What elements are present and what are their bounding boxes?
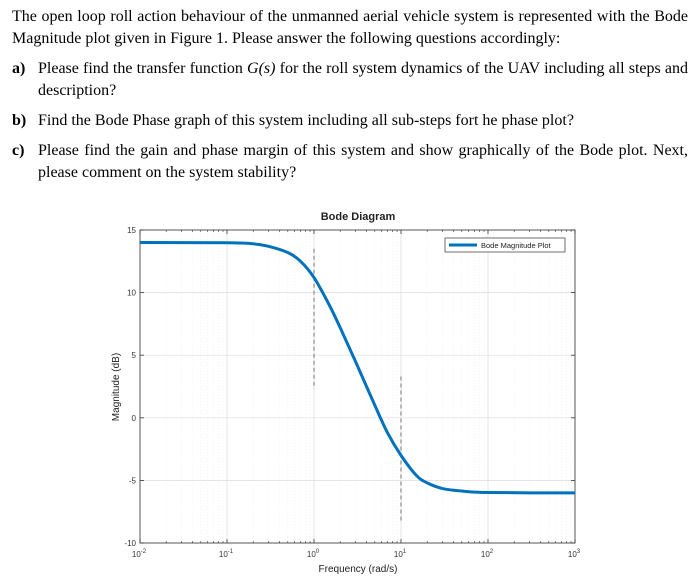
x-tick-label: 103: [568, 549, 581, 559]
x-tick-label: 10-1: [219, 549, 234, 559]
intro-paragraph: The open loop roll action behaviour of t…: [12, 8, 688, 47]
x-tick-label: 10-2: [132, 549, 147, 559]
question-b: b) Find the Bode Phase graph of this sys…: [12, 110, 688, 132]
x-tick-label: 102: [481, 549, 494, 559]
y-tick-label: 0: [132, 414, 137, 423]
question-label: a): [12, 60, 26, 77]
question-label: c): [12, 142, 25, 159]
legend-box: [444, 237, 566, 253]
legend-label: Bode Magnitude Plot: [481, 241, 552, 250]
x-tick-label: 101: [394, 549, 407, 559]
question-text-part: Please find the transfer function: [38, 60, 248, 77]
question-text-part: for the roll system dynamics of the UAV …: [38, 60, 689, 99]
y-tick-label: -10: [124, 539, 136, 548]
y-tick-label: -5: [129, 476, 137, 485]
y-tick-label: 15: [127, 226, 136, 235]
y-axis-label: Magnitude (dB): [111, 353, 122, 421]
transfer-function-symbol: G(s): [247, 60, 276, 77]
y-tick-label: 5: [132, 351, 137, 360]
x-tick-label: 100: [307, 549, 320, 559]
y-tick-label: 10: [127, 289, 136, 298]
question-label: b): [12, 112, 27, 129]
magnitude-series-line: [139, 241, 576, 495]
question-a: a) Please find the transfer function G(s…: [12, 58, 688, 102]
question-text: Please find the gain and phase margin of…: [38, 142, 688, 181]
plot-area: 10-2 10-1 100 101 102 103 15 10 5 0 -5 -10 Bode Magn…: [124, 226, 580, 559]
question-text: Please find the transfer function G(s) f…: [38, 58, 688, 102]
x-axis-label: Frequency (rad/s): [319, 564, 398, 575]
assignment-text: The open loop roll action behaviour of t…: [12, 6, 688, 192]
plot-frame: [139, 229, 576, 544]
question-c: c) Please find the gain and phase margin…: [12, 140, 688, 184]
question-text: Find the Bode Phase graph of this system…: [38, 112, 574, 129]
chart-title: Bode Diagram: [321, 211, 396, 223]
plot-background: [140, 230, 575, 543]
